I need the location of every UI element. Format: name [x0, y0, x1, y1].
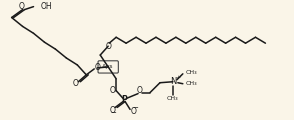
Text: CH₃: CH₃	[186, 70, 198, 75]
Text: O: O	[137, 86, 143, 95]
Text: O: O	[72, 79, 78, 88]
Text: CH₃: CH₃	[186, 81, 198, 86]
Text: O: O	[109, 106, 115, 115]
FancyBboxPatch shape	[98, 61, 118, 73]
Text: N: N	[170, 77, 176, 86]
Text: −: −	[132, 105, 138, 111]
Text: +: +	[175, 75, 181, 80]
Text: OH: OH	[41, 2, 52, 11]
Text: O: O	[19, 2, 24, 11]
Text: −: −	[110, 110, 116, 116]
Text: CH₃: CH₃	[167, 96, 179, 101]
Text: O: O	[94, 63, 100, 72]
Text: Aps: Aps	[102, 64, 114, 69]
Text: O: O	[130, 107, 136, 116]
Text: P: P	[121, 95, 127, 104]
Text: O: O	[105, 42, 111, 51]
Text: O: O	[109, 86, 115, 95]
